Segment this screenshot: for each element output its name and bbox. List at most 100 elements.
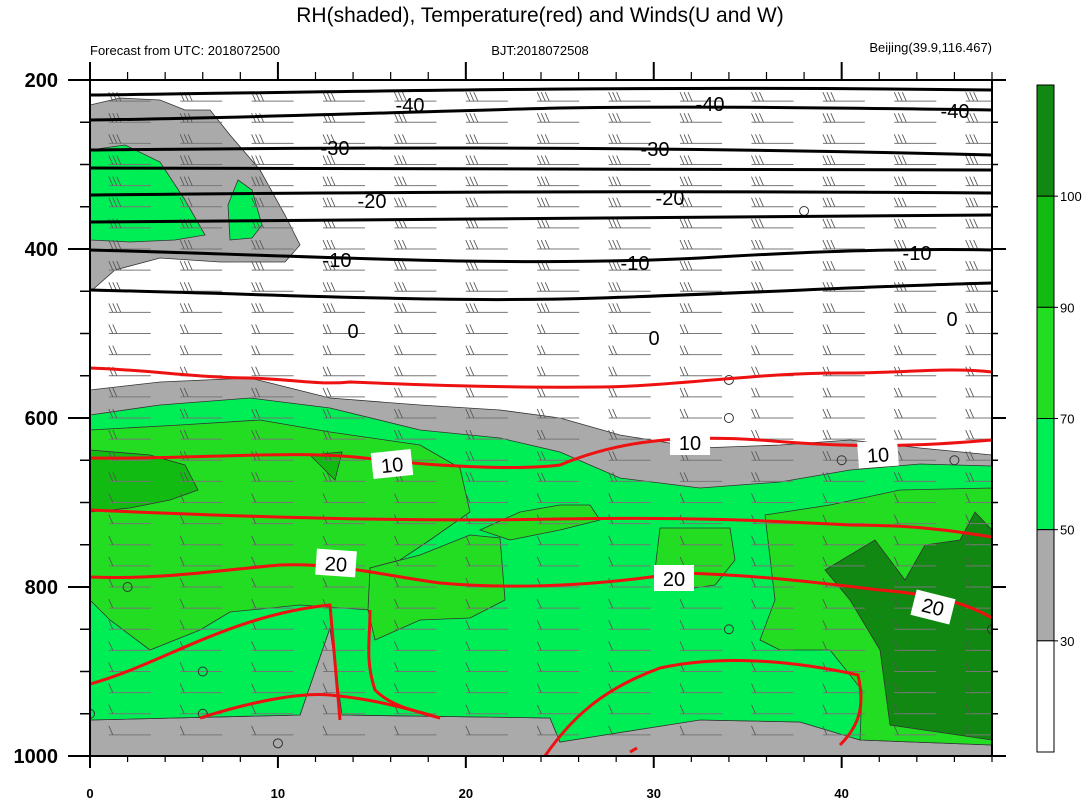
wind-barb-flag — [893, 472, 899, 482]
label-10-b-box — [670, 429, 710, 455]
wind-barb-flag — [540, 91, 546, 102]
wind-barb-flag — [973, 91, 979, 102]
wind-barb-flag — [465, 598, 471, 609]
wind-barb-flag — [612, 366, 618, 376]
wind-barb-flag — [830, 218, 836, 229]
wind-barb-flag — [116, 197, 122, 207]
wind-barb-flag — [536, 429, 542, 440]
wind-barb-flag — [608, 282, 614, 292]
wind-barb-flag — [826, 387, 832, 398]
wind-barb-flag — [112, 387, 118, 398]
wind-barb-flag — [326, 155, 332, 165]
wind-barb-flag — [616, 303, 622, 313]
wind-barb-flag — [469, 387, 475, 398]
wind-barb-flag — [612, 218, 618, 229]
wind-barb-flag — [612, 197, 618, 207]
wind-barb-flag — [751, 176, 756, 186]
label-10-c-text: 10 — [866, 444, 890, 467]
wind-barb-flag — [893, 725, 899, 736]
wind-barb-flag — [679, 345, 685, 355]
wind-barb-flag — [683, 155, 689, 165]
wind-barb-flag — [251, 155, 257, 165]
wind-barb-flag — [893, 176, 899, 186]
wind-barb-flag — [751, 641, 756, 651]
wind-barb-flag — [608, 408, 614, 419]
wind-barb-flag — [394, 366, 399, 376]
wind-barb-flag — [683, 472, 689, 482]
wind-barb-flag — [759, 155, 764, 165]
wind-barb-flag — [322, 303, 328, 313]
wind-barb-flag — [822, 408, 828, 419]
wind-barb-flag — [897, 197, 903, 207]
wind-barb-flag — [544, 113, 550, 123]
wind-barb-flag — [608, 704, 614, 714]
wind-barb-flag — [536, 218, 542, 229]
wind-barb-flag — [822, 303, 828, 313]
wind-barb-flag — [897, 408, 903, 419]
wind-barb-flag — [540, 303, 546, 313]
wind-barb-flag — [893, 577, 899, 588]
wind-barb-flag — [679, 556, 685, 567]
wind-barb-flag — [322, 176, 328, 186]
wind-barb-flag — [536, 598, 542, 609]
calm-wind-circle — [122, 582, 133, 592]
subtitle-bjt: BJT:2018072508 — [491, 43, 589, 58]
wind-barb-flag — [326, 472, 332, 482]
wind-barb-flag — [394, 535, 399, 545]
wind-barb-flag — [322, 239, 328, 250]
wind-barb-flag — [398, 113, 403, 123]
wind-barb-flag — [251, 324, 257, 334]
wind-barb-flag — [179, 303, 185, 313]
wind-barb-flag — [608, 429, 614, 440]
wind-barb-flag — [179, 577, 185, 588]
wind-barb-flag — [826, 91, 832, 102]
wind-barb-flag — [755, 472, 760, 482]
wind-barb-flag — [679, 620, 685, 630]
wind-barb-flag — [969, 91, 975, 102]
wind-barb-flag — [330, 282, 336, 292]
wind-barb-flag — [822, 683, 828, 693]
wind-barb-flag — [687, 239, 693, 250]
wind-barb-flag — [755, 282, 760, 292]
wind-barb-flag — [469, 366, 475, 376]
wind-barb-flag — [540, 451, 546, 461]
wind-barb-flag — [465, 683, 471, 693]
plot-area — [90, 80, 992, 756]
wind-barb-flag — [759, 218, 764, 229]
label-10-c-box — [857, 439, 899, 469]
wind-barb-flag — [679, 197, 685, 207]
wind-barb-flag — [973, 176, 979, 186]
wind-barb-flag — [394, 662, 399, 672]
label-10-b: 10 — [670, 429, 710, 455]
wind-barb-flag — [540, 155, 546, 165]
y-tick-label: 200 — [25, 70, 58, 92]
colorbar-tick-label: 90 — [1060, 300, 1074, 315]
colorbar-tick-label: 70 — [1060, 412, 1074, 427]
wind-barb-flag — [755, 366, 760, 376]
wind-barb-flag — [251, 303, 257, 313]
wind-barb-flag — [179, 620, 185, 630]
wind-barb-flag — [679, 91, 685, 102]
wind-barbs — [90, 91, 992, 749]
wind-barb-flag — [108, 197, 114, 207]
wind-barb-flag — [402, 197, 407, 207]
wind-barb-flag — [326, 134, 332, 144]
wind-barb-flag — [322, 155, 328, 165]
wind-barb-flag — [755, 218, 760, 229]
wind-barb-flag — [969, 408, 975, 419]
wind-barb-flag — [683, 408, 689, 419]
wind-barb-flag — [755, 197, 760, 207]
wind-barb-flag — [179, 429, 185, 440]
wind-barb-flag — [683, 91, 689, 102]
wind-barb-flag — [394, 577, 399, 588]
wind-barb-flag — [112, 408, 118, 419]
isotherm-red-5 — [90, 603, 342, 721]
wind-barb-flag — [398, 282, 403, 292]
x-tick-label: 10 — [271, 786, 285, 801]
wind-barb-flag — [251, 282, 257, 292]
wind-barb-flag — [112, 303, 118, 313]
wind-barb-flag — [965, 683, 971, 693]
wind-barb-flag — [759, 91, 764, 102]
wind-barb-flag — [179, 514, 185, 524]
wind-barb-flag — [612, 155, 618, 165]
